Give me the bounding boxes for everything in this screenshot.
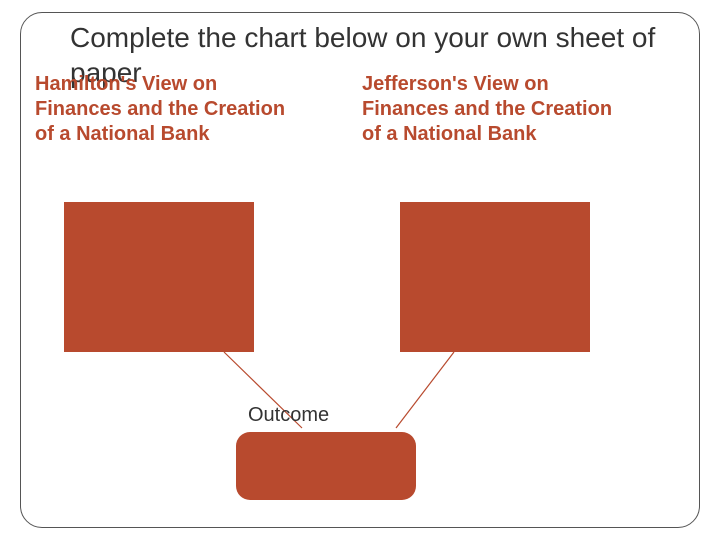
box-jefferson xyxy=(400,202,590,352)
box-hamilton xyxy=(64,202,254,352)
outcome-label: Outcome xyxy=(248,404,329,427)
heading-hamilton: Hamilton's View on Finances and the Crea… xyxy=(35,72,305,147)
heading-jefferson: Jefferson's View on Finances and the Cre… xyxy=(362,72,632,147)
box-outcome xyxy=(236,432,416,500)
